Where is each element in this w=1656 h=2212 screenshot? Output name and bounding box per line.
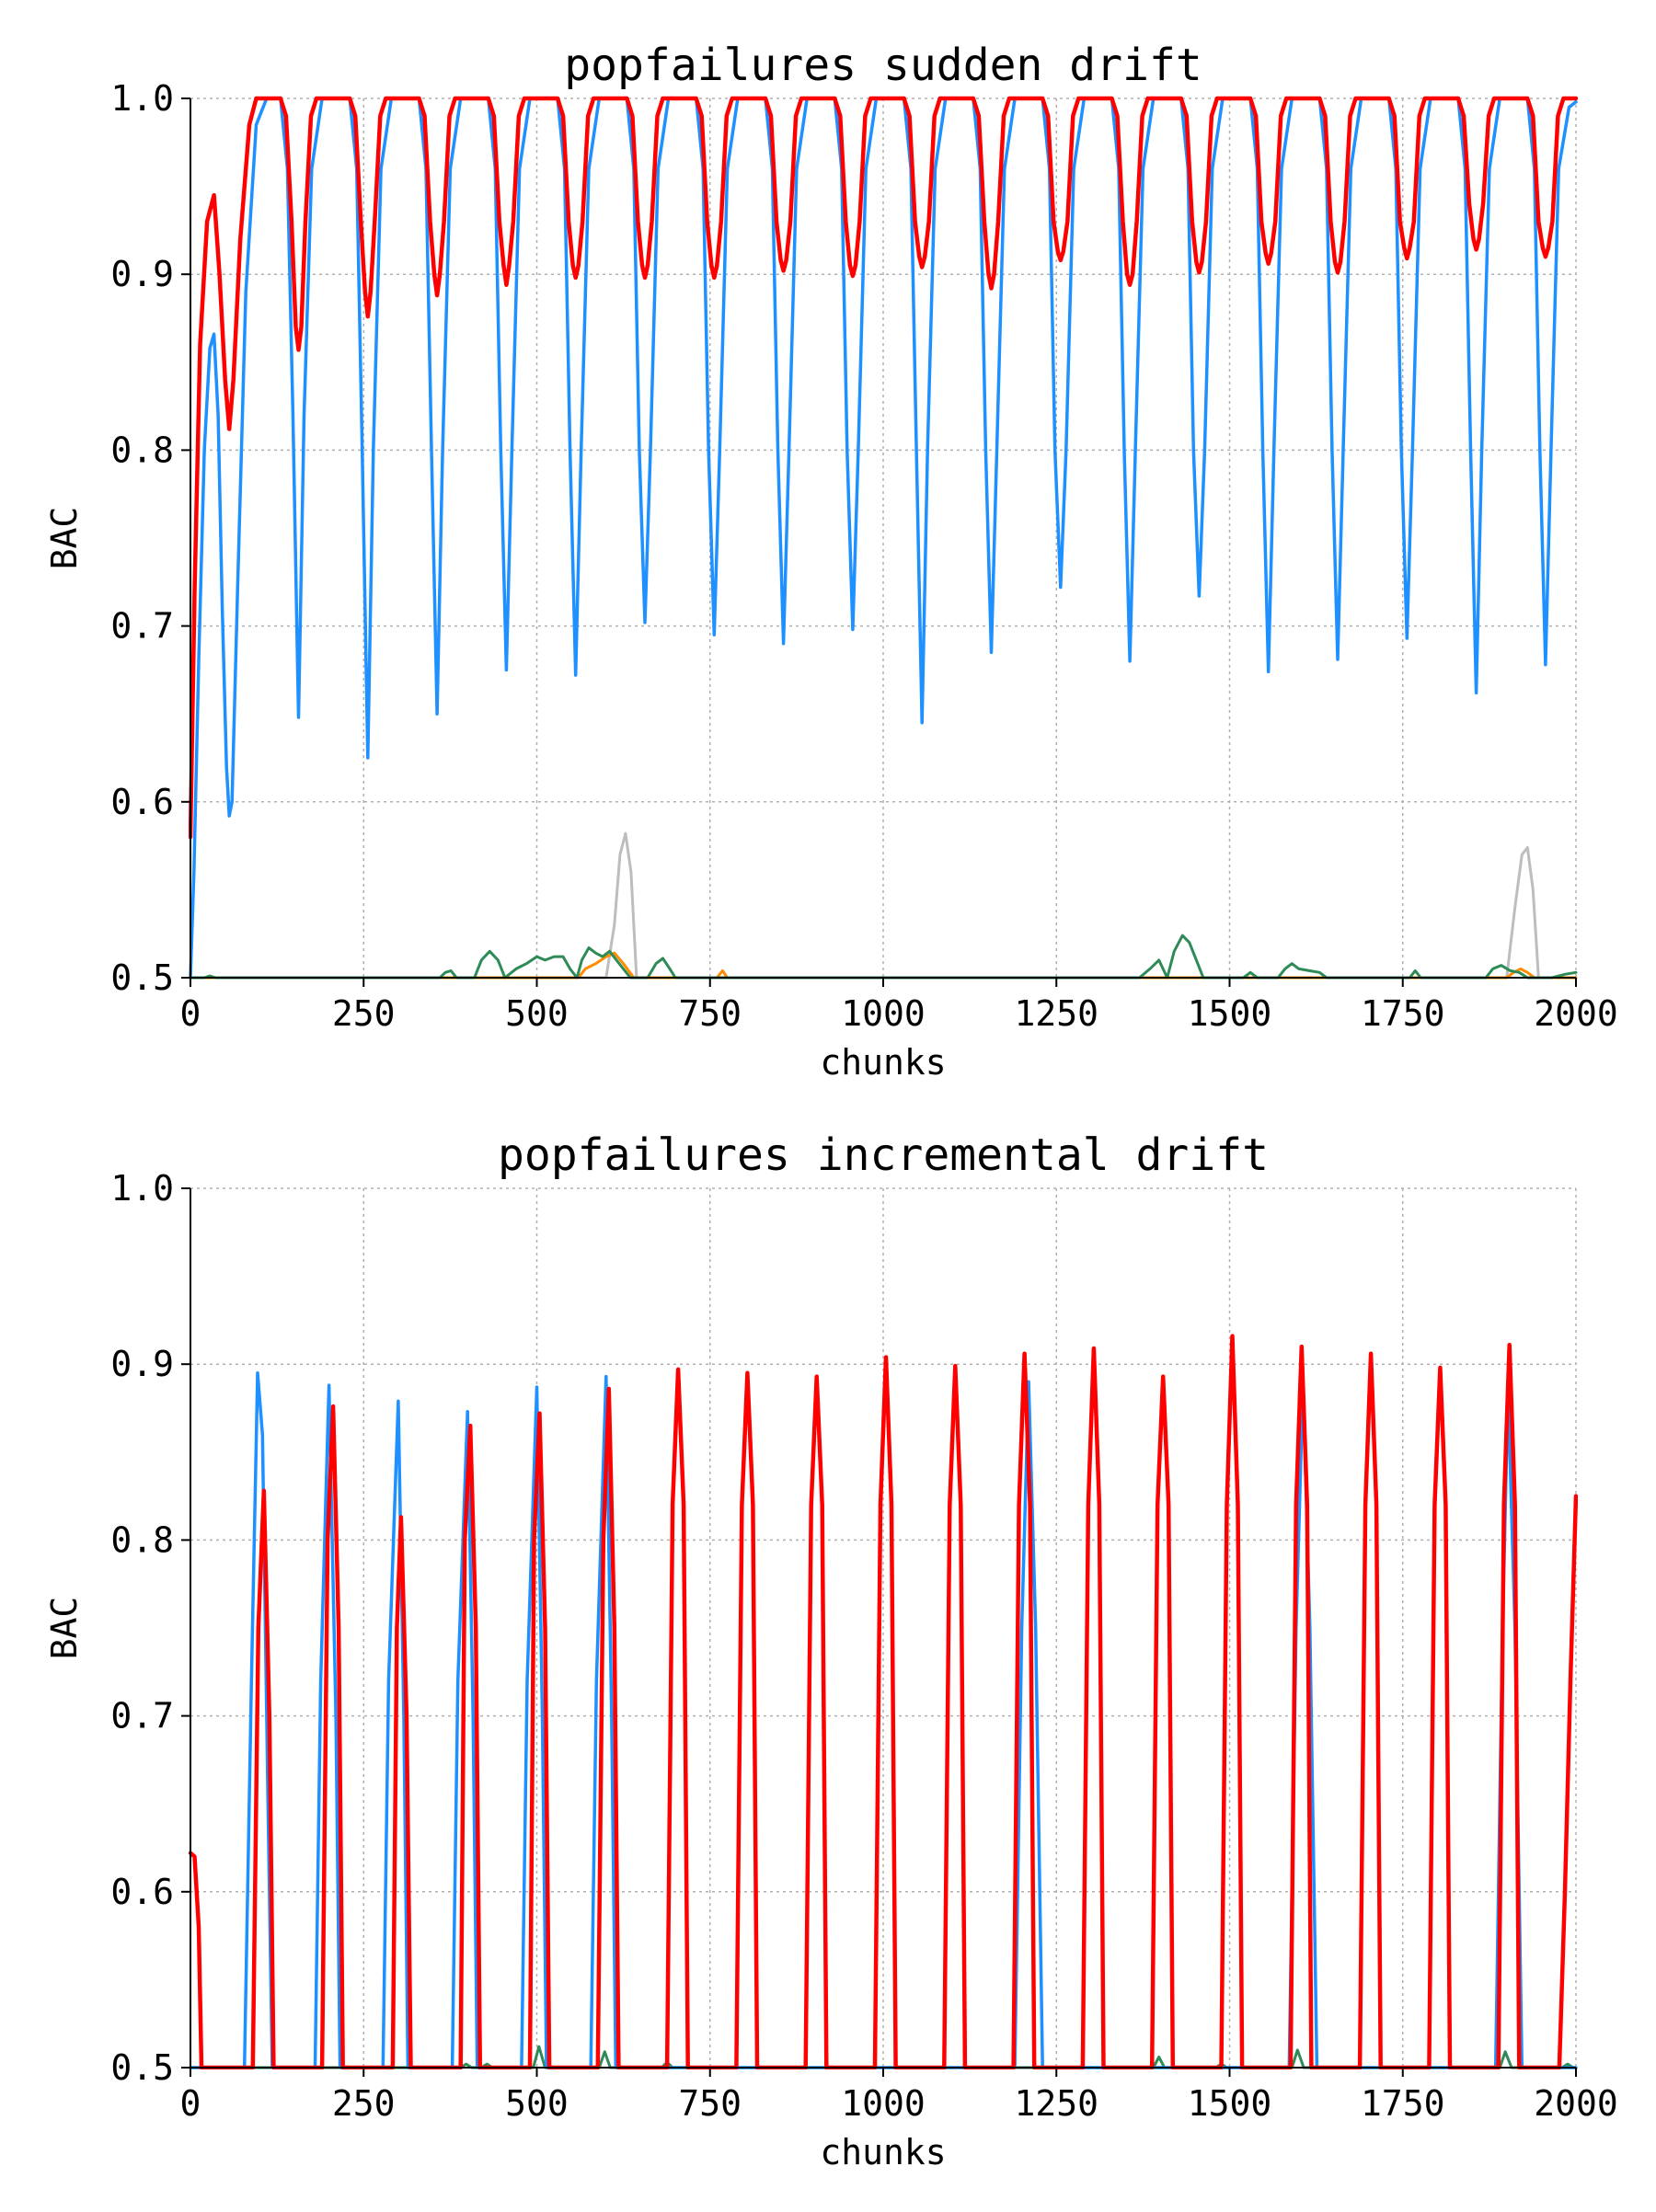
- x-tick-label: 0: [180, 2083, 201, 2124]
- series-line-3: [189, 1334, 1578, 2069]
- series-line-4: [189, 97, 1578, 980]
- y-tick-label: 1.0: [110, 78, 174, 119]
- x-tick-label: 1500: [1188, 993, 1272, 1034]
- series-group: [189, 1334, 1578, 2069]
- y-tick-label: 0.6: [110, 1872, 174, 1912]
- y-tick-label: 1.0: [110, 1168, 174, 1209]
- x-tick-label: 1000: [841, 993, 926, 1034]
- y-axis-label: BAC: [44, 507, 85, 570]
- x-tick-label: 750: [678, 993, 742, 1034]
- series-line-5: [189, 96, 1578, 840]
- x-axis-label: chunks: [820, 1042, 946, 1083]
- x-tick-label: 500: [505, 993, 569, 1034]
- x-tick-label: 1750: [1361, 993, 1445, 1034]
- x-tick-label: 1250: [1014, 2083, 1098, 2124]
- y-tick-label: 0.6: [110, 782, 174, 822]
- y-tick-label: 0.8: [110, 430, 174, 470]
- y-tick-label: 0.5: [110, 2047, 174, 2088]
- chart-title: popfailures sudden drift: [564, 40, 1202, 91]
- x-axis-label: chunks: [820, 2132, 946, 2172]
- y-tick-label: 0.7: [110, 1696, 174, 1736]
- y-tick-label: 0.9: [110, 1344, 174, 1384]
- x-tick-label: 2000: [1534, 2083, 1618, 2124]
- chart-title: popfailures incremental drift: [498, 1129, 1269, 1181]
- y-tick-label: 0.9: [110, 254, 174, 294]
- x-tick-label: 750: [678, 2083, 742, 2124]
- chart-1: 0 250 500 750 1000 1250 1500 1750 2000 0.5 0.6 0.7 0…: [44, 40, 1618, 1083]
- x-tick-label: 250: [332, 993, 396, 1034]
- x-tick-label: 500: [505, 2083, 569, 2124]
- chart-2: 0 250 500 750 1000 1250 1500 1750 2000 0.5 0.6 0.7 0…: [44, 1129, 1618, 2172]
- x-tick-label: 0: [180, 993, 201, 1034]
- x-tick-label: 1000: [841, 2083, 926, 2124]
- series-line-3: [189, 934, 1578, 980]
- x-tick-label: 2000: [1534, 993, 1618, 1034]
- y-axis-label: BAC: [44, 1597, 85, 1660]
- x-tick-label: 250: [332, 2083, 396, 2124]
- x-tick-label: 1500: [1188, 2083, 1272, 2124]
- x-tick-label: 1250: [1014, 993, 1098, 1034]
- x-tick-label: 1750: [1361, 2083, 1445, 2124]
- y-tick-label: 0.8: [110, 1519, 174, 1560]
- y-tick-label: 0.5: [110, 957, 174, 998]
- y-tick-label: 0.7: [110, 606, 174, 647]
